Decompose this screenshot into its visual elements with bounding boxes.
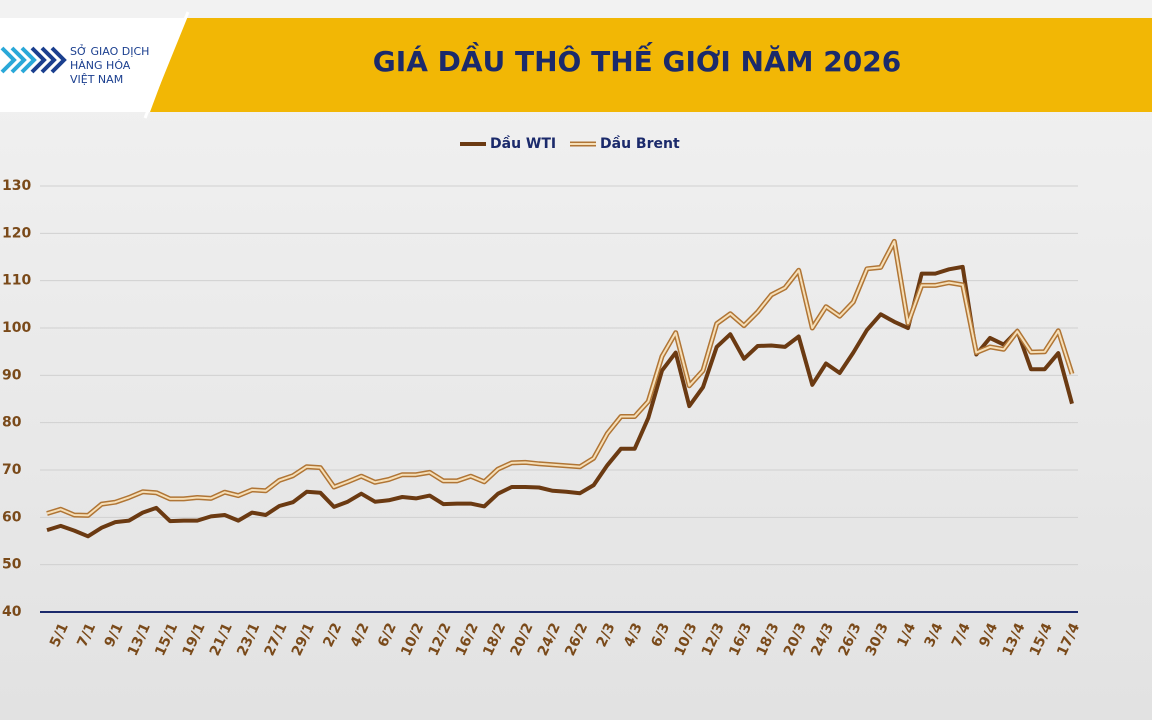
- logo-text: HÀNG HÓA: [70, 59, 131, 72]
- y-tick-label: 120: [2, 225, 31, 241]
- y-tick-label: 40: [2, 604, 22, 620]
- header-band: [140, 18, 1152, 112]
- y-tick-label: 90: [2, 367, 22, 383]
- logo-mark: [0, 46, 67, 74]
- logo-panel: [0, 18, 185, 112]
- legend-label: Dầu Brent: [600, 135, 680, 152]
- logo-stripe: [143, 11, 190, 119]
- logo-text: VIỆT NAM: [70, 73, 123, 86]
- y-tick-label: 60: [2, 509, 22, 525]
- logo-text: SỞ GIAO DỊCH: [70, 44, 149, 58]
- y-tick-label: 70: [2, 462, 22, 478]
- chart-title: GIÁ DẦU THÔ THẾ GIỚI NĂM 2026: [373, 41, 901, 78]
- series-line: [46, 264, 1074, 539]
- legend-label: Dầu WTI: [490, 135, 556, 152]
- line-highlight: [46, 240, 1073, 517]
- y-tick-label: 100: [2, 320, 31, 336]
- y-tick-label: 50: [2, 557, 22, 573]
- y-tick-label: 110: [2, 273, 31, 289]
- y-tick-label: 80: [2, 415, 22, 431]
- y-tick-label: 130: [2, 178, 31, 194]
